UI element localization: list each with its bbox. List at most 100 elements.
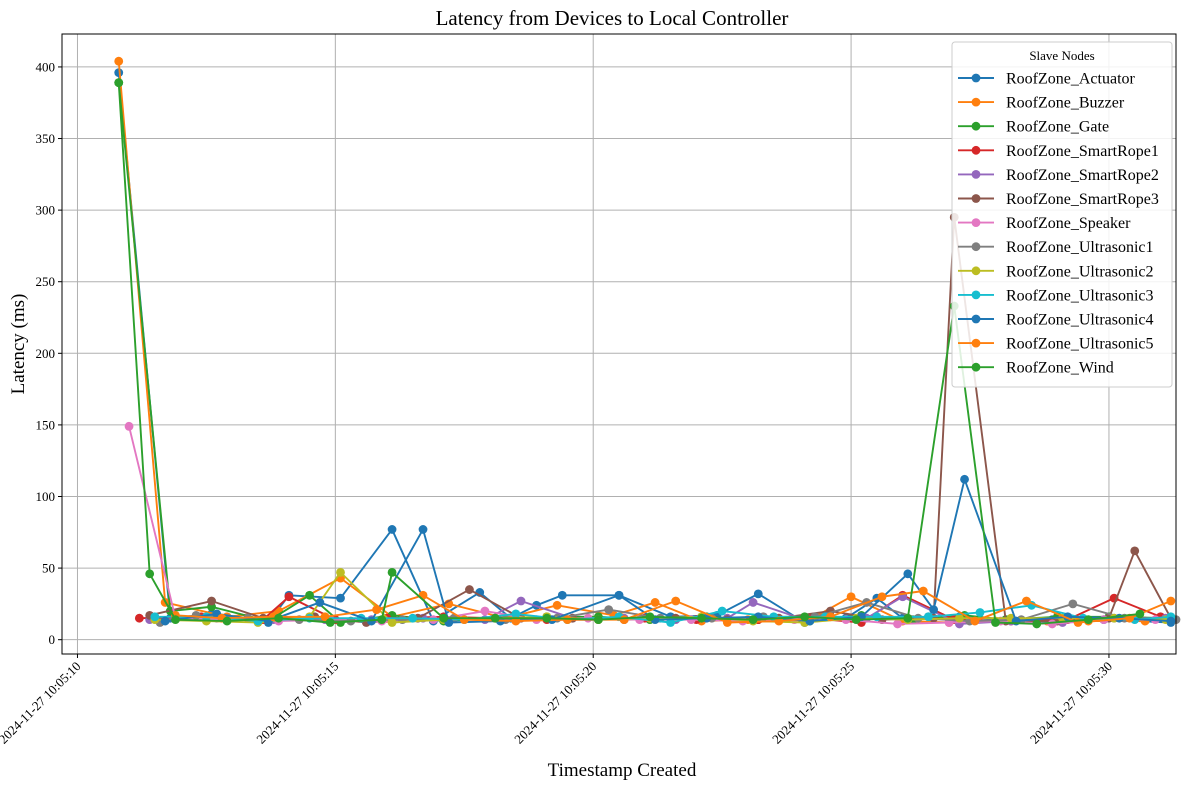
data-point xyxy=(284,592,294,602)
data-point xyxy=(913,613,923,623)
data-point xyxy=(924,612,933,622)
data-point xyxy=(336,593,345,603)
data-point xyxy=(320,612,330,622)
legend-entry: RoofZone_Ultrasonic3 xyxy=(958,287,1154,304)
data-point xyxy=(480,606,490,616)
legend-entry: RoofZone_Buzzer xyxy=(958,95,1125,112)
data-point xyxy=(929,605,938,615)
data-point xyxy=(717,606,727,616)
data-point xyxy=(490,613,500,623)
legend-label: RoofZone_Buzzer xyxy=(1006,95,1125,112)
data-point xyxy=(542,613,552,623)
legend-marker xyxy=(971,242,981,252)
data-point xyxy=(305,590,314,600)
data-point xyxy=(552,600,562,610)
legend-marker xyxy=(971,145,981,155)
x-tick-label: 2024-11-27 10:05:20 xyxy=(511,659,599,747)
x-tick-label: 2024-11-27 10:05:15 xyxy=(253,659,341,747)
x-axis-title: Timestamp Created xyxy=(548,760,697,781)
data-point xyxy=(918,586,928,596)
data-point xyxy=(903,569,913,579)
legend-entry: RoofZone_SmartRope2 xyxy=(958,167,1159,184)
series-line xyxy=(165,478,1171,624)
data-point xyxy=(604,605,614,615)
legend-marker xyxy=(971,218,981,228)
legend-label: RoofZone_Ultrasonic3 xyxy=(1006,287,1154,304)
legend-marker xyxy=(971,290,981,300)
x-tick-label: 2024-11-27 10:05:30 xyxy=(1027,659,1115,747)
y-axis-title: Latency (ms) xyxy=(8,294,29,395)
legend-marker xyxy=(971,194,981,203)
legend-entry: RoofZone_Gate xyxy=(958,119,1109,136)
data-point xyxy=(1166,616,1176,626)
data-point xyxy=(893,619,902,629)
x-tick-label: 2024-11-27 10:05:25 xyxy=(769,659,857,747)
data-point xyxy=(459,615,469,625)
data-point xyxy=(511,609,521,619)
y-tick-label: 200 xyxy=(36,346,56,361)
data-point xyxy=(1032,619,1042,629)
legend-marker xyxy=(971,314,981,324)
legend-entry: RoofZone_Wind xyxy=(958,360,1114,377)
data-point xyxy=(134,613,144,623)
data-point xyxy=(619,615,629,625)
legend-marker xyxy=(971,266,981,276)
data-point xyxy=(124,421,134,431)
data-point xyxy=(671,596,681,606)
legend-title: Slave Nodes xyxy=(1029,48,1094,63)
data-point xyxy=(145,569,155,579)
data-point xyxy=(150,612,160,622)
data-point xyxy=(114,78,124,88)
y-tick-label: 300 xyxy=(36,203,56,218)
legend-label: RoofZone_Ultrasonic4 xyxy=(1006,312,1154,329)
data-point xyxy=(336,567,345,577)
series-RoofZone_Speaker xyxy=(124,421,1160,629)
data-point xyxy=(650,598,660,607)
legend-marker xyxy=(971,97,981,107)
x-tick-label: 2024-11-27 10:05:10 xyxy=(0,659,84,747)
data-point xyxy=(748,615,758,625)
legend-entry: RoofZone_SmartRope1 xyxy=(958,143,1159,160)
data-point xyxy=(970,616,980,626)
data-point xyxy=(372,605,381,615)
legend-entry: RoofZone_Actuator xyxy=(958,71,1136,88)
data-point xyxy=(877,592,887,602)
data-point xyxy=(645,612,655,622)
data-point xyxy=(1135,609,1145,619)
legend-label: RoofZone_Actuator xyxy=(1006,71,1136,88)
data-point xyxy=(325,618,335,627)
legend-label: RoofZone_Speaker xyxy=(1006,215,1131,232)
axis-layer: 0 50 100 150 200 250 300 350 400 2024-11-27 10:05… xyxy=(0,59,1115,746)
legend-marker xyxy=(971,73,981,83)
legend-label: RoofZone_SmartRope3 xyxy=(1006,191,1159,208)
data-point xyxy=(846,592,856,602)
legend-entry: RoofZone_Ultrasonic5 xyxy=(958,336,1154,353)
legend-frame xyxy=(951,41,1173,388)
legend-label: RoofZone_SmartRope2 xyxy=(1006,167,1159,184)
y-tick-label: 0 xyxy=(49,632,56,647)
data-point xyxy=(903,613,913,623)
data-point xyxy=(274,613,284,623)
legend-label: RoofZone_Ultrasonic5 xyxy=(1006,336,1154,353)
data-point xyxy=(408,613,418,623)
data-point xyxy=(1068,599,1078,609)
data-point xyxy=(753,589,763,599)
data-point xyxy=(1047,619,1057,629)
data-point xyxy=(418,525,428,534)
legend-marker xyxy=(971,121,981,131)
data-point xyxy=(114,56,124,66)
plot-frame xyxy=(61,33,1177,655)
data-point xyxy=(387,567,397,577)
data-point xyxy=(826,612,835,622)
data-point xyxy=(991,618,1000,627)
data-point xyxy=(1166,596,1176,606)
series-line xyxy=(128,426,1156,625)
data-point xyxy=(377,615,387,625)
data-point xyxy=(697,613,706,623)
data-point xyxy=(666,618,675,627)
legend-label: RoofZone_Wind xyxy=(1006,360,1114,377)
data-point xyxy=(315,598,325,607)
legend-label: RoofZone_Ultrasonic2 xyxy=(1006,263,1154,280)
data-point xyxy=(748,598,758,607)
